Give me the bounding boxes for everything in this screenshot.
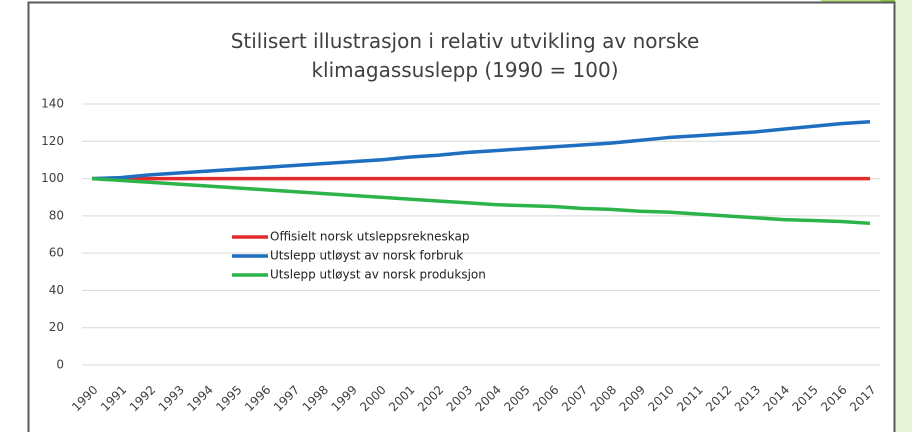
chart-title: Stilisert illustrasjon i relativ utvikli… <box>231 29 700 82</box>
y-tick-label: 0 <box>56 358 64 372</box>
y-tick-label: 120 <box>41 134 64 148</box>
series-line <box>91 176 871 226</box>
y-tick-label: 80 <box>49 208 64 222</box>
legend-label: Utslepp utløyst av norsk forbruk <box>270 249 463 263</box>
y-tick-label: 60 <box>49 246 64 260</box>
decoration <box>895 0 912 432</box>
y-tick-label: 140 <box>41 97 64 111</box>
legend-label: Utslepp utløyst av norsk produksjon <box>270 268 486 282</box>
series-line <box>91 119 871 181</box>
chart-frame <box>27 1 896 436</box>
y-tick-label: 20 <box>49 320 64 334</box>
legend-label: Offisielt norsk utsleppsrekneskap <box>270 230 469 244</box>
y-tick-label: 40 <box>49 283 64 297</box>
y-tick-label: 100 <box>41 171 64 185</box>
